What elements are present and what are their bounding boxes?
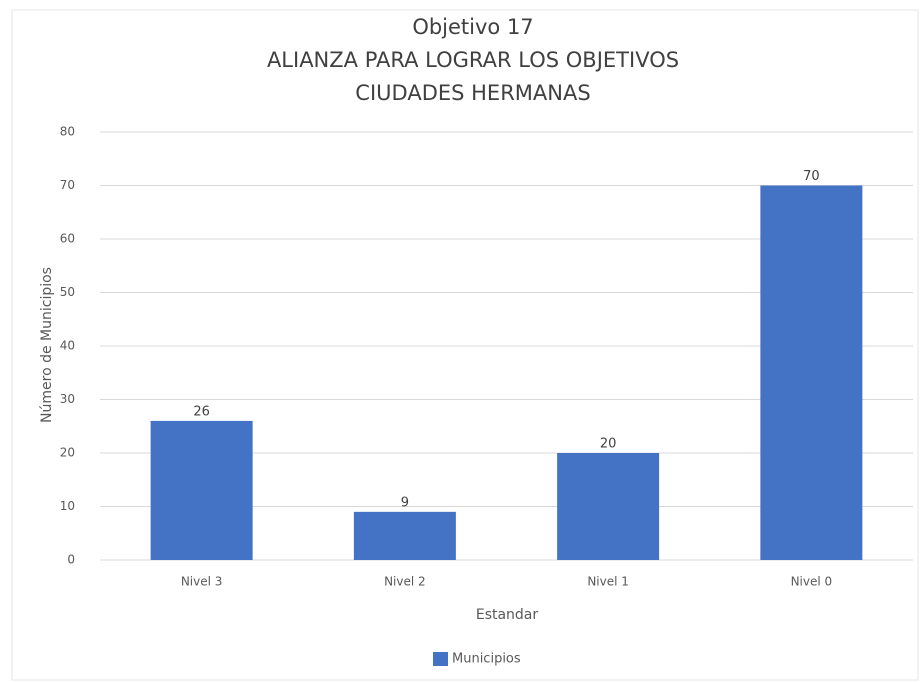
x-tick-label: Nivel 3 xyxy=(181,575,223,589)
x-tick-label: Nivel 2 xyxy=(384,575,426,589)
legend-swatch xyxy=(433,652,448,666)
y-tick-label: 30 xyxy=(60,392,75,406)
x-tick-label: Nivel 1 xyxy=(587,575,629,589)
y-tick-label: 40 xyxy=(60,339,75,353)
bar xyxy=(353,511,456,560)
chart-title: Objetivo 17 xyxy=(412,15,533,39)
data-label: 70 xyxy=(803,169,820,184)
y-tick-label: 70 xyxy=(60,178,75,192)
x-axis-label: Estandar xyxy=(476,607,539,623)
data-label: 26 xyxy=(193,404,210,419)
data-label: 9 xyxy=(401,495,409,510)
y-axis-label: Número de Municipios xyxy=(39,267,55,423)
y-tick-label: 80 xyxy=(60,125,75,139)
data-label: 20 xyxy=(600,437,617,452)
chart-title: CIUDADES HERMANAS xyxy=(355,81,590,105)
x-tick-label: Nivel 0 xyxy=(791,575,833,589)
y-tick-label: 10 xyxy=(60,499,75,513)
y-tick-label: 0 xyxy=(67,553,75,567)
chart-title: ALIANZA PARA LOGRAR LOS OBJETIVOS xyxy=(267,48,679,72)
bar xyxy=(150,420,253,560)
legend-label: Municipios xyxy=(452,652,521,667)
bar xyxy=(557,453,660,560)
y-tick-label: 60 xyxy=(60,232,75,246)
y-tick-label: 50 xyxy=(60,285,75,299)
y-tick-label: 20 xyxy=(60,446,75,460)
bar xyxy=(760,185,863,560)
